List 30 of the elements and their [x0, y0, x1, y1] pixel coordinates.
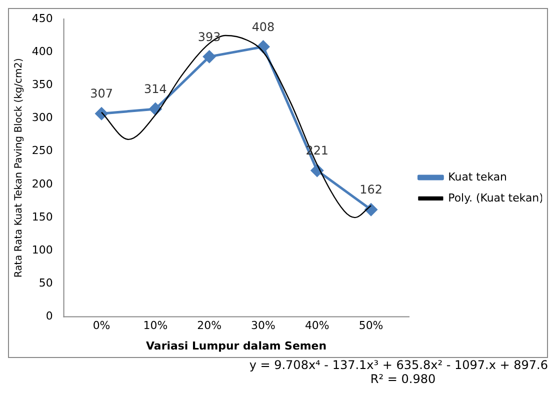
- legend-label: Kuat tekan: [448, 170, 508, 184]
- data-label: 314: [144, 82, 167, 96]
- point: [149, 102, 162, 116]
- x-tick-label: 20%: [197, 319, 222, 332]
- text: R² = 0.980: [369, 372, 437, 386]
- y-tick-label: 250: [32, 144, 53, 158]
- point: [203, 50, 216, 63]
- y-tick-label: 400: [32, 44, 53, 58]
- y-tick-label: 350: [32, 78, 53, 91]
- data-label: 162: [360, 182, 382, 197]
- x-tick-label: 30%: [251, 319, 276, 332]
- y-tick-label: 200: [32, 177, 53, 190]
- x-tick-label: 0%: [92, 319, 110, 332]
- y-tick-label: 300: [32, 111, 53, 124]
- y-tick-label: 50: [38, 276, 53, 290]
- y-tick-label: 150: [32, 210, 53, 224]
- point: [257, 40, 270, 53]
- data-label: 393: [198, 30, 221, 44]
- y-tick-label: 100: [32, 243, 53, 256]
- x-tick-label: 50%: [358, 319, 384, 332]
- y-tick-label: 450: [32, 12, 53, 25]
- y-tick-label: 0: [46, 310, 53, 323]
- x-tick-label: 10%: [143, 319, 168, 332]
- text: y = 9.708x⁴ - 137.1x³ + 635.8x² - 1097.x + 897.6: [248, 358, 548, 372]
- x-tick-label: 40%: [304, 319, 330, 332]
- legend-label: Poly. (Kuat tekan): [448, 191, 544, 204]
- data-label: 307: [90, 86, 113, 101]
- data-label: 408: [252, 20, 275, 34]
- x-axis-title: Variasi Lumpur dalam Semen: [146, 339, 326, 352]
- y-axis-title: Rata Rata Kuat Tekan Paving Block (kg/cm2): [14, 58, 25, 278]
